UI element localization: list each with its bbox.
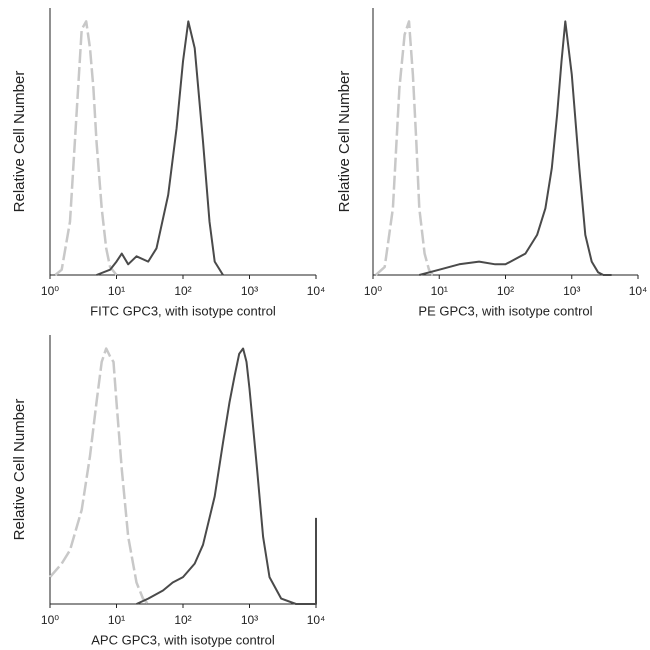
x-tick-label: 10⁰ bbox=[41, 284, 59, 298]
x-axis-label: PE GPC3, with isotype control bbox=[418, 303, 592, 318]
x-tick-label: 10⁴ bbox=[307, 613, 326, 627]
x-tick-label: 10¹ bbox=[108, 613, 125, 627]
y-axis-label: Relative Cell Number bbox=[11, 71, 28, 213]
x-tick-label: 10³ bbox=[241, 613, 258, 627]
x-axis-label: FITC GPC3, with isotype control bbox=[90, 303, 276, 318]
x-axis-label: APC GPC3, with isotype control bbox=[91, 632, 275, 647]
histogram-line bbox=[96, 20, 224, 276]
x-tick-label: 10⁰ bbox=[364, 284, 382, 298]
x-tick-label: 10¹ bbox=[108, 284, 125, 298]
histogram-line bbox=[49, 347, 150, 605]
x-tick-label: 10⁴ bbox=[629, 284, 648, 298]
x-tick-label: 10³ bbox=[563, 284, 580, 298]
histogram-line bbox=[136, 347, 317, 605]
y-axis-label: Relative Cell Number bbox=[336, 71, 353, 213]
x-tick-label: 10⁰ bbox=[41, 613, 59, 627]
x-tick-label: 10² bbox=[174, 613, 191, 627]
x-tick-label: 10² bbox=[497, 284, 514, 298]
x-tick-label: 10⁴ bbox=[307, 284, 326, 298]
histogram-line bbox=[374, 20, 434, 276]
histogram-line bbox=[54, 20, 118, 276]
x-tick-label: 10³ bbox=[241, 284, 258, 298]
x-tick-label: 10² bbox=[174, 284, 191, 298]
y-axis-label: Relative Cell Number bbox=[11, 399, 28, 541]
histogram-line bbox=[419, 20, 612, 276]
x-tick-label: 10¹ bbox=[431, 284, 448, 298]
